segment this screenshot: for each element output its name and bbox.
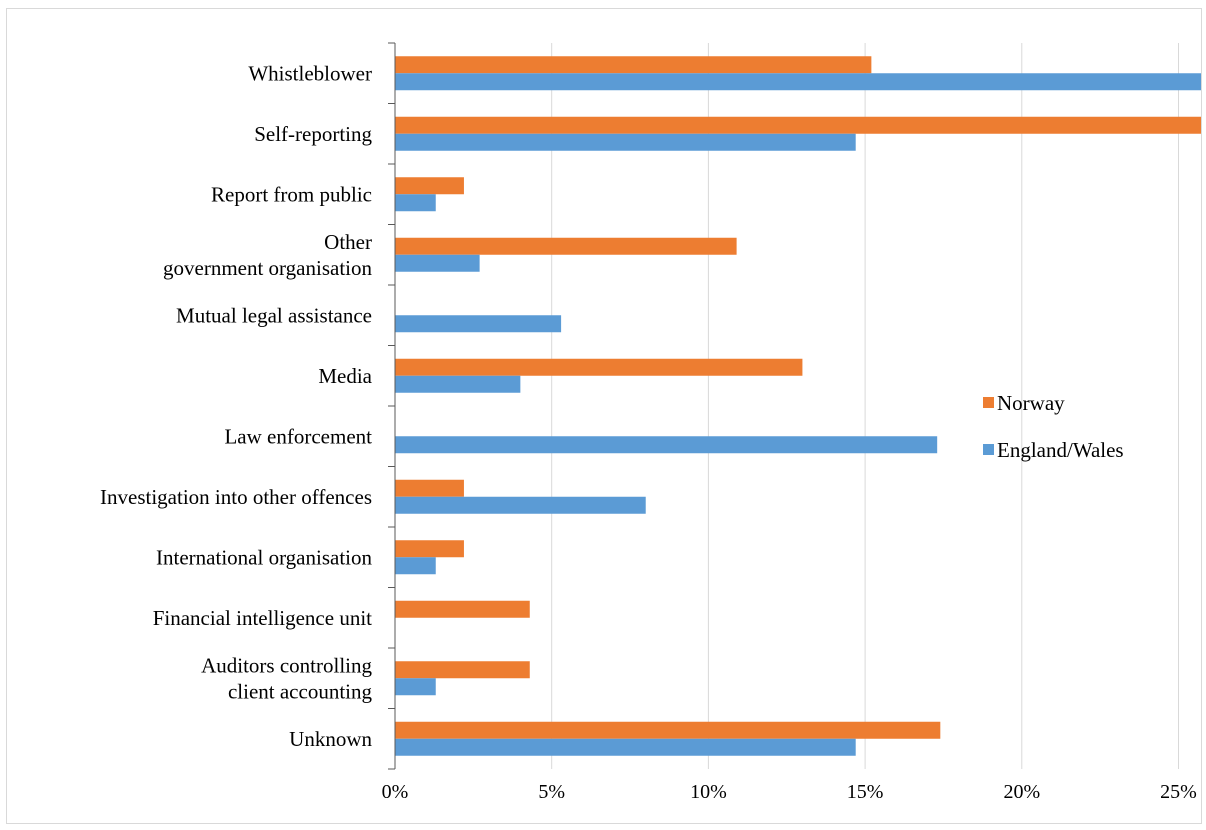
legend-label: England/Wales <box>997 438 1124 462</box>
bar-england-wales <box>395 738 856 756</box>
bar-england-wales <box>395 194 436 212</box>
bar-england-wales <box>395 254 480 272</box>
bar-england-wales <box>395 73 1201 91</box>
bar-norway <box>395 721 941 739</box>
bar-england-wales <box>395 436 938 454</box>
category-label: Investigation into other offences <box>100 485 372 509</box>
x-tick-label: 20% <box>1003 781 1040 803</box>
bar-norway <box>395 358 803 376</box>
bar-norway <box>395 479 464 497</box>
x-tick-label: 5% <box>538 781 565 803</box>
bar-england-wales <box>395 315 562 333</box>
category-label: government organisation <box>163 256 372 280</box>
legend-label: Norway <box>997 391 1065 415</box>
category-label: Financial intelligence unit <box>153 606 372 630</box>
x-tick-label: 10% <box>690 781 727 803</box>
bar-england-wales <box>395 133 856 151</box>
bar-norway <box>395 540 464 558</box>
bar-england-wales <box>395 678 436 696</box>
category-labels: Whistleblower Self-reporting Report from p… <box>100 61 373 751</box>
bar-norway <box>395 237 737 255</box>
category-label: Media <box>318 364 372 388</box>
category-label: client accounting <box>228 679 373 703</box>
bar-england-wales <box>395 496 646 514</box>
bar-norway <box>395 600 530 618</box>
category-label: Law enforcement <box>224 424 372 448</box>
y-axis <box>388 42 396 770</box>
category-label: Whistleblower <box>248 61 372 85</box>
bar-norway <box>395 661 530 679</box>
category-label: Other <box>324 230 372 254</box>
bar-england-wales <box>395 375 521 393</box>
category-label: Auditors controlling <box>201 653 372 677</box>
category-label: Unknown <box>289 727 372 751</box>
x-tick-labels: 0%5%10%15%20%25%30%35% <box>382 781 1197 803</box>
bar-norway <box>395 177 464 195</box>
gridlines <box>551 43 1179 769</box>
legend-swatch <box>983 397 994 408</box>
chart-frame: Whistleblower Self-reporting Report from p… <box>6 8 1202 824</box>
bar-chart: Whistleblower Self-reporting Report from p… <box>100 42 1201 803</box>
bars <box>395 56 1201 756</box>
category-label: Report from public <box>211 182 372 206</box>
category-label: Mutual legal assistance <box>176 303 372 327</box>
legend-swatch <box>983 444 994 455</box>
bar-england-wales <box>395 557 436 575</box>
category-label: International organisation <box>156 545 372 569</box>
x-tick-label: 25% <box>1160 781 1197 803</box>
bar-norway <box>395 116 1201 134</box>
bar-norway <box>395 56 872 74</box>
x-tick-label: 15% <box>847 781 884 803</box>
category-label: Self-reporting <box>254 122 372 146</box>
x-tick-label: 0% <box>382 781 409 803</box>
legend: Norway England/Wales <box>983 391 1124 462</box>
